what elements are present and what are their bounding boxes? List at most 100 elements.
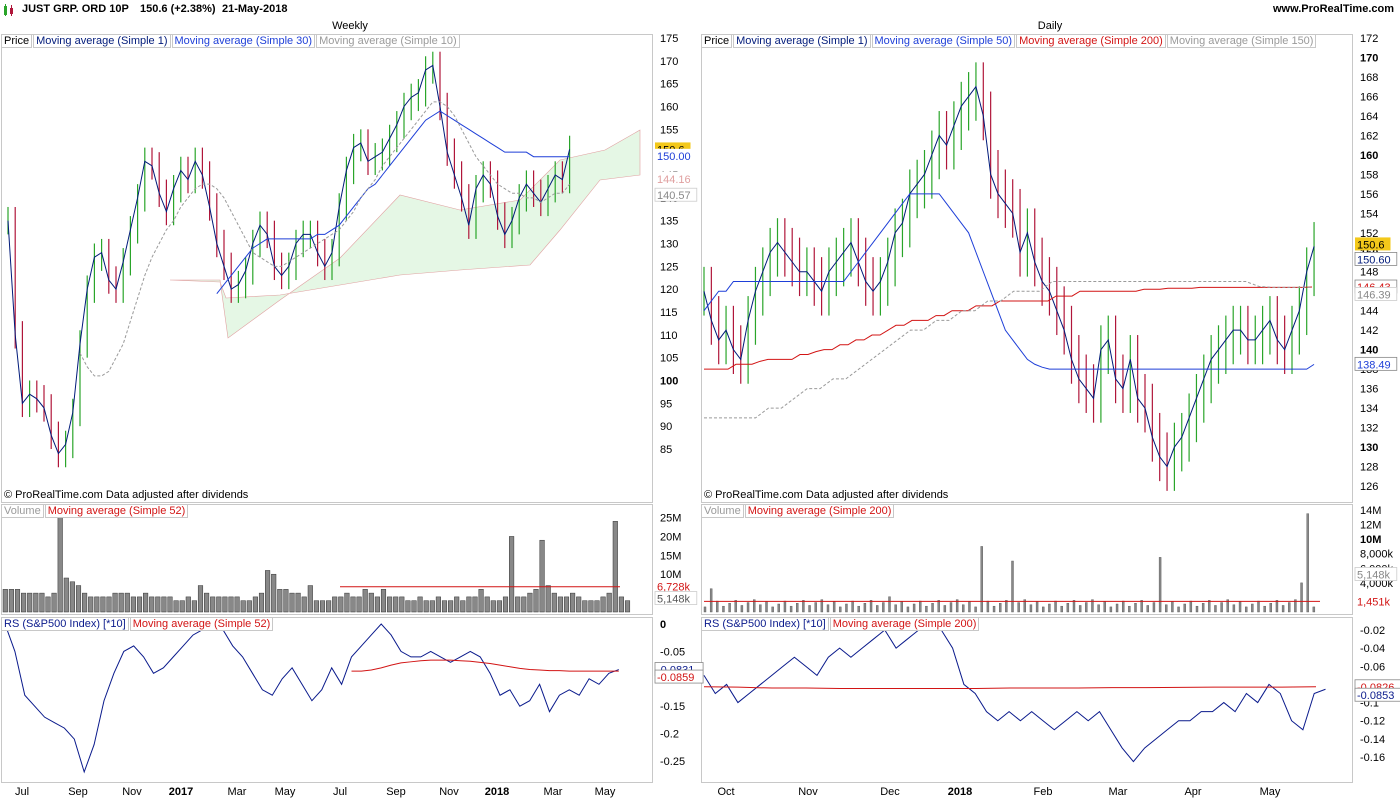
daily-volume-bar: [734, 600, 737, 613]
legend-item[interactable]: Moving average (Simple 30): [171, 34, 316, 48]
weekly-volume-bar: [82, 592, 88, 613]
legend-item[interactable]: Price: [1, 34, 33, 48]
daily-price-tag: 150.6: [1357, 239, 1385, 251]
weekly-price-tick: 125: [660, 261, 678, 273]
daily-price-tick: 152: [1360, 228, 1378, 240]
weekly-price-legend: Price Moving average (Simple 1) Moving ave…: [1, 34, 461, 48]
legend-item[interactable]: Moving average (Simple 1): [733, 34, 871, 48]
daily-price-tick: 128: [1360, 462, 1378, 474]
daily-volume-bar: [1275, 600, 1279, 613]
weekly-volume-bar: [539, 539, 545, 613]
weekly-price-tick: 175: [660, 33, 678, 45]
panel-frame: [1, 504, 653, 615]
daily-volume-bar: [1220, 602, 1223, 613]
weekly-volume-bar: [594, 600, 600, 613]
legend-item[interactable]: Moving average (Simple 50): [871, 34, 1016, 48]
daily-volume-bar: [1263, 605, 1266, 613]
daily-volume-bar: [955, 599, 959, 613]
instrument-name: JUST GRP. ORD 10P: [22, 3, 129, 15]
daily-volume-bar: [1048, 603, 1051, 613]
daily-volume-bar: [937, 600, 940, 613]
legend-item[interactable]: Moving average (Simple 150): [1166, 34, 1317, 48]
panel-frame: [1, 617, 653, 783]
daily-price-tick: 130: [1360, 442, 1378, 454]
weekly-volume-bar: [472, 596, 478, 613]
daily-volume-bar: [1257, 600, 1260, 613]
weekly-price-tick: 160: [660, 102, 678, 114]
legend-item[interactable]: Volume: [1, 504, 44, 518]
weekly-volume-bar: [344, 592, 350, 613]
weekly-price-tick: 130: [660, 239, 678, 251]
daily-x-tick: Mar: [1109, 786, 1128, 798]
daily-price-tick: 154: [1360, 208, 1378, 220]
daily-volume-bar: [974, 606, 977, 613]
weekly-volume-bar: [319, 600, 326, 613]
daily-volume-bar: [839, 606, 842, 613]
daily-volume-bar: [949, 602, 953, 613]
legend-item[interactable]: Moving average (Simple 10): [316, 34, 460, 48]
weekly-volume-bar: [39, 592, 45, 613]
weekly-x-tick: Nov: [439, 786, 459, 798]
legend-item[interactable]: Moving average (Simple 52): [44, 504, 189, 518]
daily-price-tick: 158: [1360, 169, 1378, 181]
weekly-volume-bar: [551, 592, 557, 613]
daily-volume-bar: [716, 600, 719, 613]
weekly-volume-bar: [33, 592, 39, 613]
weekly-ma10-tag: 140.57: [657, 190, 691, 202]
weekly-volume-bar: [423, 600, 429, 613]
daily-volume-bar: [1195, 605, 1199, 613]
daily-price-tick: 168: [1360, 72, 1378, 84]
daily-rs-tick: -0.06: [1360, 661, 1385, 673]
daily-rs-tag: -0.0853: [1357, 690, 1394, 702]
weekly-price-tick: 165: [660, 79, 678, 91]
daily-volume-bar: [753, 599, 756, 613]
weekly-volume-bar: [136, 596, 143, 613]
daily-watermark: © ProRealTime.com Data adjusted after di…: [704, 489, 949, 501]
weekly-volume-bar: [576, 596, 582, 613]
daily-volume-bar: [777, 603, 780, 613]
weekly-x-tick: Jul: [333, 786, 347, 798]
weekly-volume-bar: [94, 596, 100, 613]
daily-volume-bar: [820, 599, 824, 613]
legend-item[interactable]: RS (S&P500 Index) [*10]: [1, 617, 129, 631]
weekly-rs-legend: RS (S&P500 Index) [*10] Moving average (S…: [1, 617, 274, 631]
weekly-volume-bar: [124, 592, 130, 613]
daily-volume-bar: [1085, 602, 1088, 613]
weekly-volume-bar: [368, 592, 374, 613]
weekly-volume-bar: [204, 592, 210, 613]
daily-volume-bar: [789, 605, 793, 613]
weekly-volume-bar: [356, 596, 362, 613]
weekly-price-tick: 90: [660, 421, 672, 433]
panel-frame: [701, 617, 1353, 783]
daily-volume-bar: [1035, 601, 1039, 613]
legend-item[interactable]: RS (S&P500 Index) [*10]: [701, 617, 829, 631]
legend-item[interactable]: Moving average (Simple 1): [33, 34, 171, 48]
weekly-volume-bar: [338, 596, 344, 613]
legend-item[interactable]: Moving average (Simple 200): [1016, 34, 1166, 48]
legend-item[interactable]: Moving average (Simple 200): [744, 504, 895, 518]
weekly-volume-bar: [606, 592, 612, 613]
weekly-volume-bar: [496, 600, 502, 613]
weekly-volume-bar: [350, 596, 356, 613]
daily-volume-bar: [1054, 600, 1057, 613]
weekly-volume-bar: [490, 600, 496, 613]
legend-item[interactable]: Moving average (Simple 200): [829, 617, 980, 631]
daily-volume-tick: 8,000k: [1360, 549, 1394, 561]
daily-volume-bar: [814, 602, 817, 613]
daily-volume-bar: [759, 604, 762, 613]
legend-item[interactable]: Price: [701, 34, 733, 48]
legend-item[interactable]: Moving average (Simple 52): [129, 617, 274, 631]
daily-volume-bar: [1115, 603, 1119, 613]
daily-volume-bar: [1091, 599, 1094, 613]
legend-item[interactable]: Volume: [701, 504, 744, 518]
weekly-price-tick: 105: [660, 353, 678, 365]
daily-volume-tag-bg: [1354, 567, 1398, 581]
daily-ma150-tag: 146.39: [1357, 289, 1391, 301]
daily-volume-bar: [968, 601, 971, 613]
site-link[interactable]: www.ProRealTime.com: [1272, 3, 1394, 15]
weekly-volume-bar: [118, 592, 124, 613]
header-bar: JUST GRP. ORD 10P 150.6 (+2.38%) 21-May-…: [0, 0, 1400, 20]
weekly-volume-bar: [411, 600, 417, 613]
weekly-volume-bar: [185, 596, 191, 613]
